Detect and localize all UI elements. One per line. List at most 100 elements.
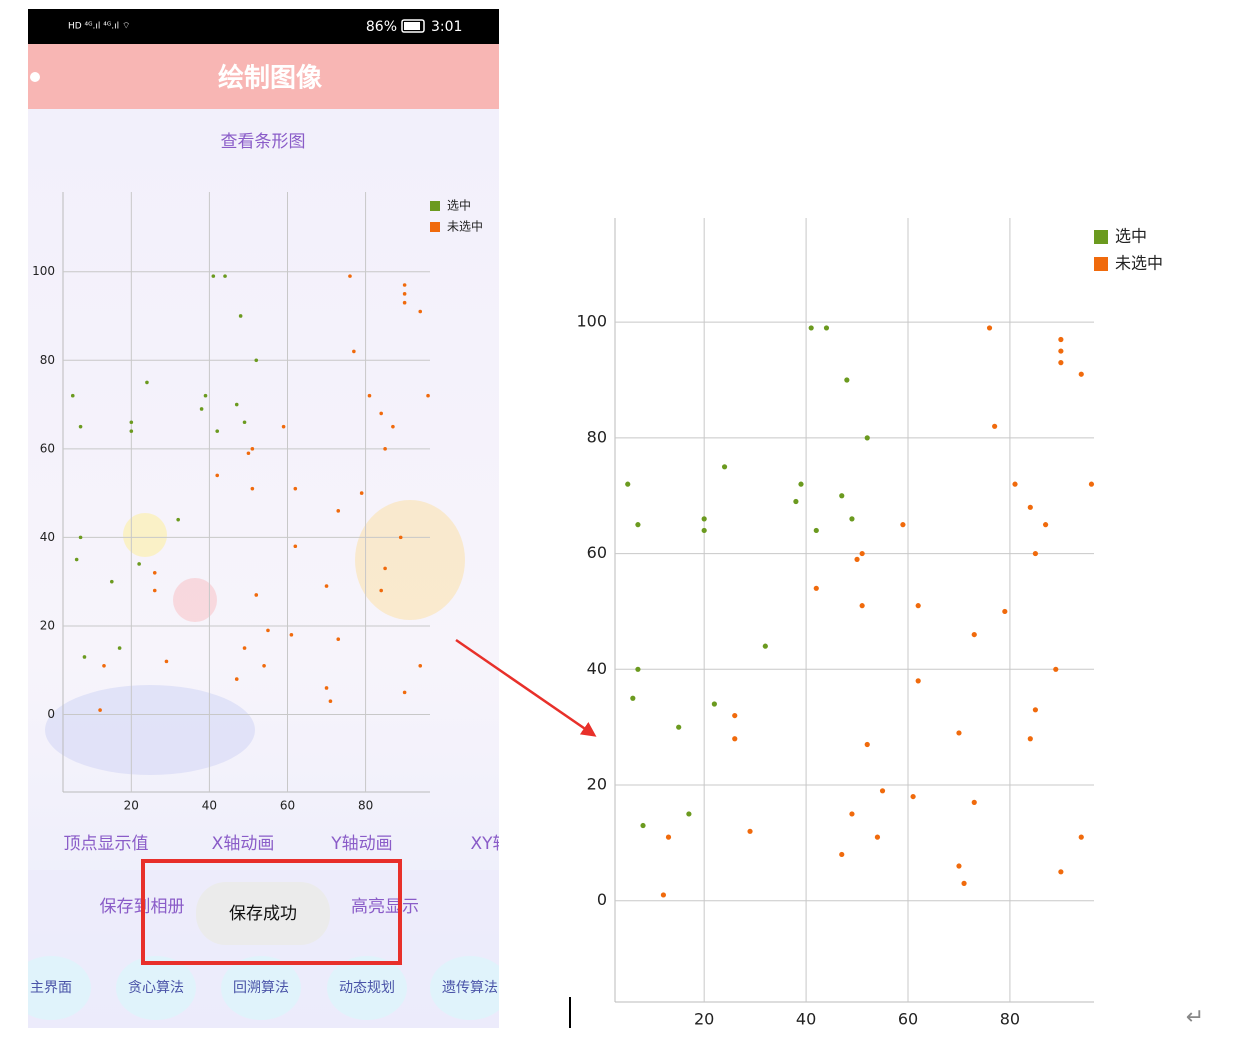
point [402, 292, 407, 296]
point [854, 556, 860, 562]
button-row: 顶点显示值 X轴动画 Y轴动画 XY轴 [64, 834, 509, 854]
button[interactable]: Y轴动画 [330, 834, 392, 854]
legend-label: 未选中 [1115, 254, 1163, 273]
point [1027, 736, 1033, 742]
point [383, 566, 387, 571]
legend-swatch [430, 222, 440, 232]
point [266, 628, 270, 633]
y-tick-label: 100 [32, 264, 55, 278]
point [864, 741, 870, 748]
point [986, 325, 993, 331]
point [82, 655, 87, 659]
point [254, 358, 259, 363]
point [418, 309, 423, 314]
x-tick-label: 20 [124, 799, 139, 813]
battery-icon [401, 19, 425, 33]
legend-label: 未选中 [447, 219, 483, 234]
x-tick-label: 40 [202, 799, 217, 813]
y-tick-label: 100 [576, 312, 607, 331]
y-tick-label: 80 [40, 353, 55, 367]
point [915, 678, 921, 684]
point [1088, 481, 1095, 487]
nav-item[interactable]: 动态规划 [339, 980, 395, 996]
point [900, 522, 906, 528]
point [137, 562, 141, 566]
point [813, 585, 819, 591]
x-tick-label: 40 [796, 1010, 816, 1029]
button[interactable]: XY轴 [470, 834, 509, 854]
point [402, 300, 407, 305]
toast-text: 保存成功 [229, 904, 297, 924]
x-tick-label: 80 [1000, 1010, 1020, 1029]
point [1042, 522, 1049, 528]
point [1032, 707, 1038, 713]
point [793, 498, 799, 505]
point [665, 834, 672, 840]
point [211, 274, 216, 278]
y-tick-label: 60 [587, 543, 607, 562]
point [1012, 481, 1018, 487]
point [910, 793, 916, 800]
nav-item[interactable]: 遗传算法 [442, 980, 498, 996]
point [324, 584, 329, 588]
point [262, 664, 266, 668]
point [701, 516, 707, 522]
button[interactable]: 高亮显示 [351, 897, 419, 917]
point [74, 557, 79, 562]
point [176, 517, 180, 522]
point [1078, 371, 1084, 377]
point [102, 664, 106, 668]
point [293, 486, 298, 491]
point [992, 423, 998, 429]
legend-swatch [1094, 257, 1108, 271]
point [250, 447, 255, 451]
point [808, 325, 814, 331]
y-tick-label: 40 [587, 659, 607, 678]
point [324, 686, 329, 690]
point [762, 643, 768, 649]
point [798, 481, 804, 487]
bar-chart-link[interactable]: 查看条形图 [221, 132, 306, 152]
point [1032, 550, 1038, 557]
point [281, 424, 286, 429]
point [971, 799, 977, 805]
point [398, 535, 403, 540]
point [250, 486, 255, 491]
battery: 86% [366, 19, 397, 35]
point [98, 708, 102, 712]
point [367, 393, 372, 398]
back-button[interactable] [30, 72, 40, 82]
nav-bubble [28, 956, 91, 1020]
point [152, 571, 157, 575]
header-title: 绘制图像 [218, 63, 323, 94]
arrow [455, 638, 597, 737]
nav-item[interactable]: 回溯算法 [233, 980, 289, 996]
header [28, 44, 499, 109]
point [348, 274, 352, 278]
x-tick-label: 80 [358, 799, 373, 813]
point [1058, 348, 1064, 354]
point [874, 834, 881, 840]
point [686, 811, 692, 817]
point [625, 481, 631, 487]
point [1002, 608, 1008, 615]
point [199, 407, 204, 411]
point [839, 851, 845, 858]
point [242, 420, 247, 425]
point [1027, 504, 1033, 510]
point [164, 659, 169, 664]
decoration [173, 578, 217, 622]
status-bar [28, 9, 499, 44]
point [418, 664, 423, 668]
point [223, 274, 227, 278]
legend-swatch [430, 201, 440, 211]
point [152, 588, 157, 593]
button[interactable]: X轴动画 [212, 834, 275, 854]
point [879, 788, 886, 794]
point [849, 516, 855, 522]
point [732, 712, 738, 719]
nav-item[interactable]: 主界面 [30, 980, 72, 996]
button[interactable]: 顶点显示值 [64, 834, 149, 854]
point [859, 603, 865, 609]
nav-item[interactable]: 贪心算法 [128, 980, 184, 996]
